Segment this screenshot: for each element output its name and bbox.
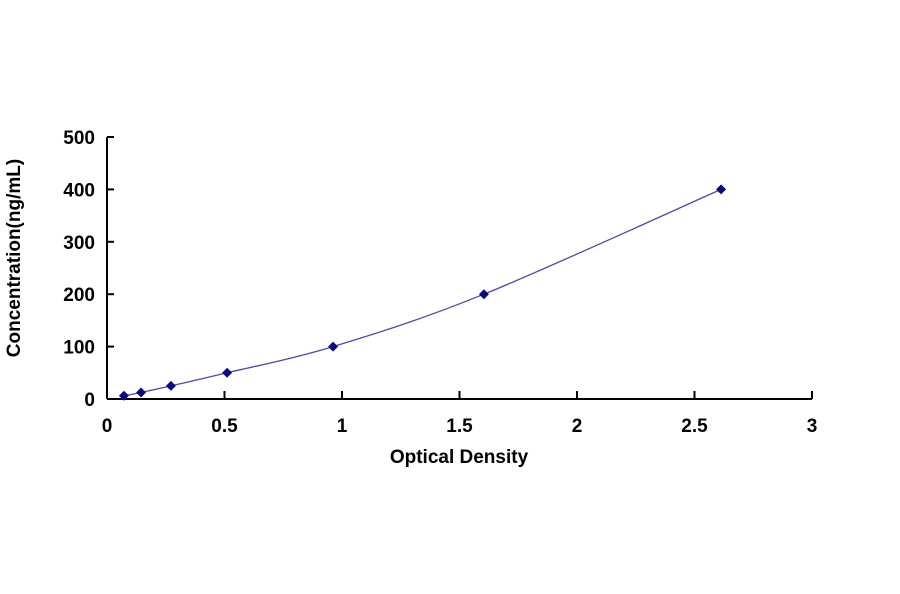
y-tick-label: 500: [63, 128, 95, 149]
x-tick-label: 1.5: [446, 416, 473, 437]
x-tick-label: 2.5: [681, 416, 708, 437]
data-point-marker: [136, 387, 147, 398]
data-point-marker: [478, 289, 489, 300]
data-point-marker: [118, 390, 129, 401]
x-tick-label: 0.5: [211, 416, 238, 437]
y-tick-label: 400: [63, 180, 95, 201]
y-tick-label: 0: [84, 390, 95, 411]
x-axis: 0 0.5 1 1.5 2 2.5 3: [102, 391, 818, 437]
data-point-marker: [328, 341, 339, 352]
y-tick-label: 100: [63, 338, 95, 359]
data-point-marker: [165, 380, 176, 391]
y-tick-label: 300: [63, 233, 95, 254]
data-point-markers: [118, 184, 727, 401]
x-tick-label: 3: [807, 416, 818, 437]
x-tick-label: 1: [337, 416, 348, 437]
data-point-marker: [222, 367, 233, 378]
fitted-curve-line: [123, 188, 722, 397]
y-axis-title: Concentration(ng/mL): [4, 159, 25, 357]
data-point-marker: [716, 184, 727, 195]
x-axis-title: Optical Density: [390, 447, 529, 468]
y-tick-label: 200: [63, 285, 95, 306]
x-tick-label: 2: [572, 416, 583, 437]
y-axis: 0 100 200 300 400 500: [63, 128, 114, 411]
x-tick-label: 0: [102, 416, 113, 437]
